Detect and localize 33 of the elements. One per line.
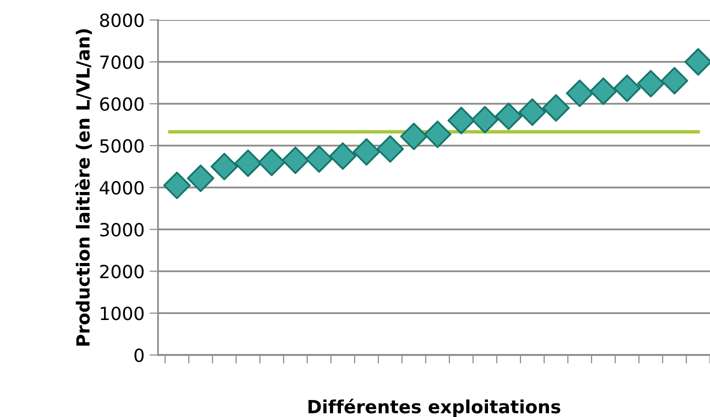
y-tick-label: 7000	[100, 55, 144, 69]
y-tick-label: 3000	[100, 222, 144, 236]
point	[352, 138, 380, 166]
point	[518, 98, 546, 126]
point	[163, 172, 191, 200]
point	[566, 80, 594, 107]
point	[448, 106, 475, 134]
point	[542, 94, 570, 122]
point	[282, 146, 310, 174]
point	[329, 142, 356, 170]
point	[471, 106, 499, 134]
y-tick-label: 2000	[100, 264, 144, 278]
y-tick-label: 5000	[100, 139, 144, 153]
y-tick-label: 1000	[100, 306, 144, 320]
y-axis-title: Production laitière (en L/VL/an)	[75, 29, 92, 346]
point	[637, 70, 664, 98]
point	[660, 67, 688, 94]
point	[210, 152, 238, 180]
point	[186, 164, 214, 192]
point	[234, 150, 262, 177]
y-tick-label: 8000	[100, 13, 144, 28]
y-tick-label: 4000	[100, 180, 144, 195]
point	[590, 77, 618, 105]
y-tick-label: 0	[134, 348, 144, 362]
point	[258, 148, 286, 176]
x-axis-title: Différentes exploitations	[308, 398, 560, 417]
point	[424, 120, 452, 148]
point	[400, 122, 428, 150]
point	[305, 145, 333, 173]
y-tick-label: 6000	[100, 97, 144, 111]
point	[613, 74, 641, 102]
point	[376, 135, 404, 163]
point	[494, 102, 522, 130]
